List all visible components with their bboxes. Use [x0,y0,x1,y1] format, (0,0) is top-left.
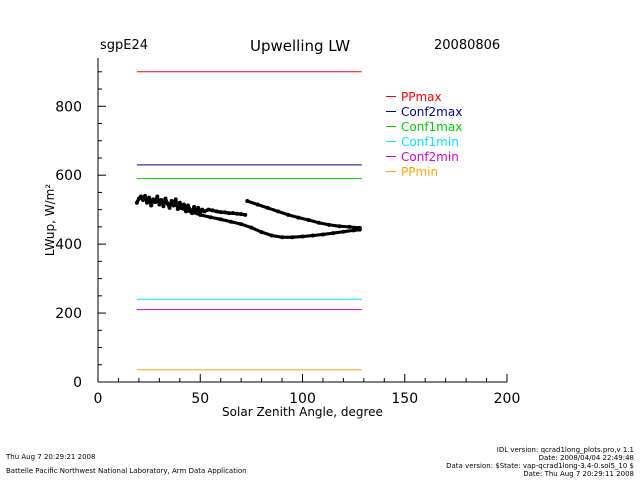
y-axis-label: LWup, W/m² [43,184,57,256]
footer-lab: Battelle Pacific Northwest National Labo… [6,467,247,475]
footer-data-date: Date: Thu Aug 7 20:29:11 2008 [523,470,634,478]
footer-idl-date: Date: 2008/04/04 22:49:48 [538,454,634,462]
site-label: sgpE24 [100,38,149,53]
y-tick-label: 0 [73,375,82,391]
legend-label-ppmax: PPmax [401,90,442,104]
legend-label-conf2max: Conf2max [401,105,462,119]
y-tick-label: 600 [55,168,82,184]
x-tick-label: 100 [289,391,316,407]
legend-label-conf1min: Conf1min [401,135,459,149]
y-tick-label: 200 [55,306,82,322]
x-tick-label: 0 [94,391,103,407]
x-tick-label: 200 [494,391,521,407]
data-point [357,225,362,230]
footer-version-block: IDL version: qcrad1long_plots.pro,v 1.1 … [446,446,634,478]
legend-label-conf2min: Conf2min [401,150,459,164]
legend-label-ppmin: PPmin [401,165,438,179]
data-point [243,212,248,217]
x-tick-label: 50 [191,391,209,407]
y-tick-label: 800 [55,99,82,115]
legend-label-conf1max: Conf1max [401,120,462,134]
x-tick-label: 150 [391,391,418,407]
footer-timestamp: Thu Aug 7 20:29:21 2008 [6,453,96,461]
footer-idl-version: IDL version: qcrad1long_plots.pro,v 1.1 [496,446,634,454]
chart-date: 20080806 [434,38,501,53]
chart-title: Upwelling LW [250,37,351,55]
x-axis-label: Solar Zenith Angle, degree [222,405,383,419]
y-tick-label: 400 [55,237,82,253]
footer-data-version: Data version: $State: vap-qcrad1long-3.4… [446,462,634,470]
